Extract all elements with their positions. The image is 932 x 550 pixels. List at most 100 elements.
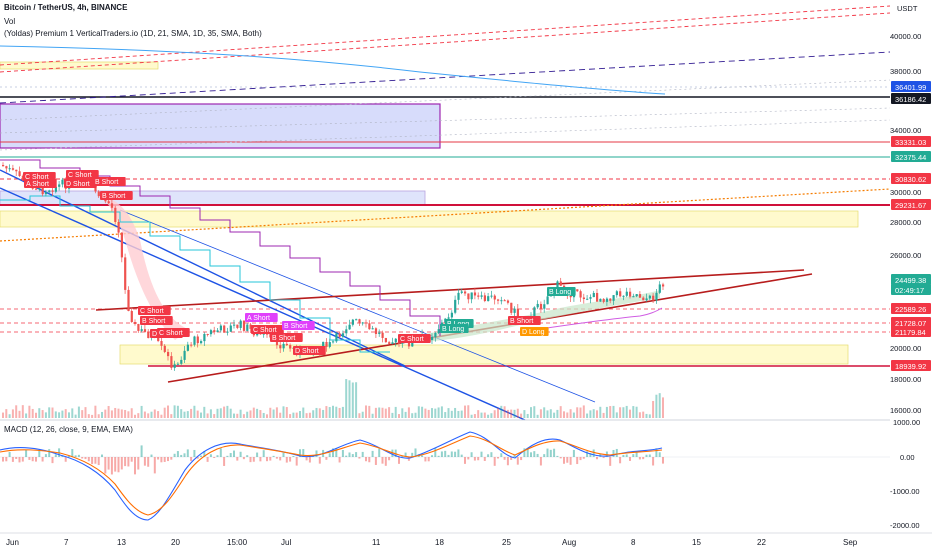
volume-bar xyxy=(302,407,305,418)
candle-body xyxy=(193,336,196,345)
support-curve xyxy=(519,307,663,333)
candle-body xyxy=(163,345,166,352)
signal-label: B Short xyxy=(140,316,173,325)
time-tick: Sep xyxy=(843,538,858,547)
macd-hist-bar xyxy=(318,457,321,464)
macd-legend[interactable]: MACD (12, 26, close, 9, EMA, EMA) xyxy=(4,425,133,434)
volume-bar xyxy=(41,410,44,418)
svg-text:32375.44: 32375.44 xyxy=(895,153,926,162)
macd-hist-bar xyxy=(256,452,259,457)
candle-body xyxy=(467,293,470,300)
candle-body xyxy=(589,297,592,299)
macd-hist-bar xyxy=(229,453,232,457)
volume-legend[interactable]: Vol xyxy=(4,17,16,26)
volume-bar xyxy=(533,406,536,418)
volume-bar xyxy=(391,412,394,418)
volume-bar xyxy=(299,411,301,418)
volume-bar xyxy=(163,407,166,418)
volume-bar xyxy=(612,405,615,418)
volume-bar xyxy=(315,407,318,418)
svg-text:A Short: A Short xyxy=(247,315,270,322)
volume-bar xyxy=(355,382,358,418)
volume-bar xyxy=(77,406,80,418)
volume-bar xyxy=(437,407,440,418)
signal-label: A Short xyxy=(24,179,57,188)
candle-body xyxy=(338,333,341,337)
macd-hist-bar xyxy=(487,454,490,457)
macd-hist-bar xyxy=(259,457,262,462)
macd-hist-bar xyxy=(457,449,460,457)
macd-hist-bar xyxy=(381,457,384,464)
volume-bar xyxy=(285,407,288,418)
macd-hist-bar xyxy=(407,457,410,461)
volume-bar xyxy=(421,406,424,418)
candle-body xyxy=(345,329,348,334)
time-tick: Aug xyxy=(562,538,576,547)
candle-body xyxy=(582,297,585,300)
candle-body xyxy=(464,291,467,294)
candle-body xyxy=(176,363,180,365)
macd-hist-bar xyxy=(160,457,163,463)
volume-bar xyxy=(493,410,496,418)
symbol-title[interactable]: Bitcoin / TetherUS, 4h, BINANCE xyxy=(4,3,128,12)
volume-bar xyxy=(602,412,605,418)
signal-label: A Short xyxy=(245,313,278,322)
svg-text:33331.03: 33331.03 xyxy=(895,138,926,147)
macd-hist-bar xyxy=(424,457,427,462)
volume-bar xyxy=(645,413,648,418)
signal-label: D Short xyxy=(293,346,326,355)
signal-label: C Short xyxy=(398,334,431,343)
currency-label: USDT xyxy=(897,4,918,13)
candle-body xyxy=(556,281,559,289)
candle-body xyxy=(619,291,622,297)
candle-body xyxy=(332,341,335,343)
candle-body xyxy=(200,341,203,344)
macd-hist-bar xyxy=(35,457,37,462)
time-axis[interactable]: Jun 7 13 20 15:00 Jul 11 18 25 Aug 8 15 … xyxy=(6,538,858,547)
price-tag: 02:49:17 xyxy=(891,284,931,295)
macd-hist-bar xyxy=(11,457,14,462)
diagonal-dashed-lines xyxy=(0,5,891,242)
volume-bar xyxy=(200,412,202,418)
macd-hist-bar xyxy=(615,448,618,457)
price-tick: 16000.00 xyxy=(890,406,921,415)
macd-hist-bar xyxy=(464,457,466,464)
volume-bar xyxy=(503,406,506,418)
candle-body xyxy=(114,207,117,222)
volume-bar xyxy=(576,407,579,418)
volume-bar xyxy=(398,414,400,418)
candle-body xyxy=(539,303,543,309)
volume-bar xyxy=(190,408,193,418)
volume-bar xyxy=(71,408,74,418)
macd-hist-bar xyxy=(190,457,193,462)
macd-hist-bar xyxy=(94,457,97,464)
svg-text:B Short: B Short xyxy=(102,193,125,200)
macd-hist-bar xyxy=(526,448,529,457)
candle-body xyxy=(477,295,480,297)
volume-bar xyxy=(394,406,397,418)
price-axis[interactable]: USDT 40000.00 38000.00 34000.00 30000.00… xyxy=(890,4,921,415)
macd-hist-bar xyxy=(84,457,87,460)
price-tag: 22589.26 xyxy=(891,303,931,314)
candle-body xyxy=(233,324,236,326)
price-tick: 38000.00 xyxy=(890,67,921,76)
volume-bar xyxy=(173,405,176,418)
volume-bar xyxy=(256,408,259,418)
macd-hist-bar xyxy=(68,455,70,457)
macd-axis[interactable]: 1000.00 0.00 -1000.00 -2000.00 xyxy=(890,418,920,530)
volume-bar xyxy=(2,412,4,418)
price-tag: 32375.44 xyxy=(891,151,931,162)
volume-bar xyxy=(279,412,282,418)
macd-hist-bar xyxy=(226,455,229,457)
svg-text:C Short: C Short xyxy=(140,308,164,315)
macd-hist-bar xyxy=(269,457,272,461)
candle-body xyxy=(223,325,226,333)
price-tag: 33331.03 xyxy=(891,136,931,147)
macd-hist-bar xyxy=(124,457,127,467)
candle-body xyxy=(229,325,232,332)
indicator-legend[interactable]: (Yoldas) Premium 1 VerticalTraders.io (1… xyxy=(4,29,262,38)
volume-bar xyxy=(305,413,308,418)
macd-hist-bar xyxy=(622,454,625,457)
candle-body xyxy=(655,292,658,301)
